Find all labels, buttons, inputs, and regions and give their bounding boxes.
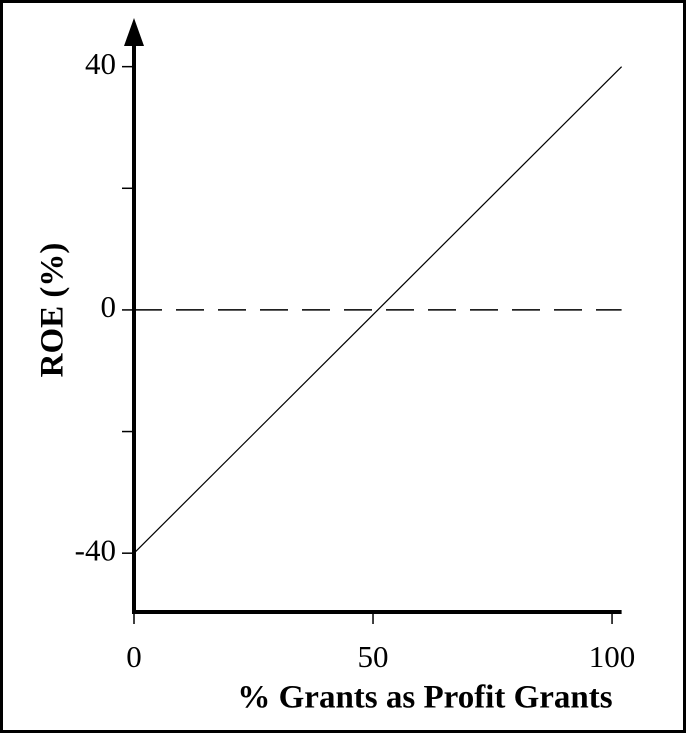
y-tick-label: -40: [75, 532, 116, 567]
x-tick-label: 50: [358, 639, 389, 674]
x-tick-label: 0: [126, 639, 142, 674]
data-line: [133, 66, 623, 554]
y-axis-label: ROE (%): [35, 243, 71, 378]
y-axis-arrow: [124, 18, 144, 46]
y-tick-label: 40: [85, 46, 116, 81]
y-tick-label: 0: [101, 289, 117, 324]
x-axis-label: % Grants as Profit Grants: [237, 680, 612, 716]
x-tick-label: 100: [589, 639, 636, 674]
